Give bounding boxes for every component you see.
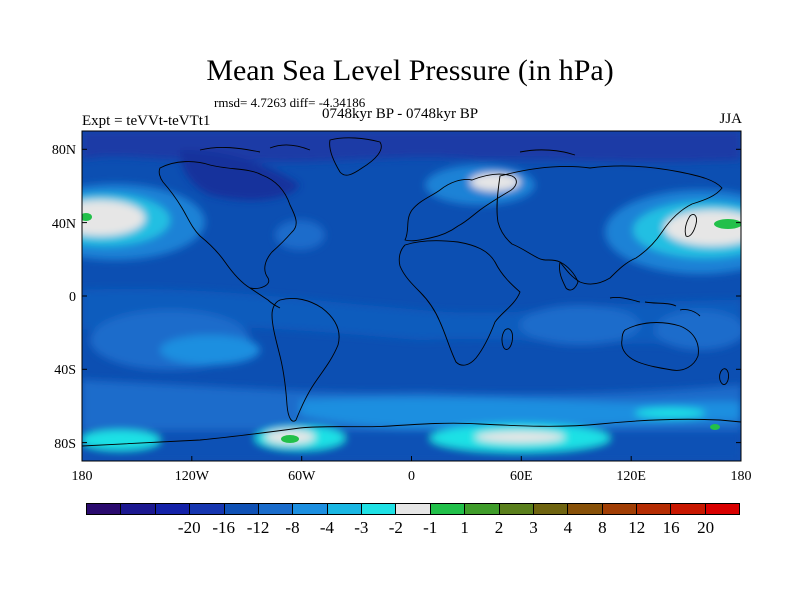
stats-text: rmsd= 4.7263 diff= -4.34186 [214, 95, 366, 110]
lon-label: 60E [510, 469, 533, 484]
colorbar-label: 12 [628, 518, 646, 537]
lat-label: 0 [69, 290, 76, 305]
ice-edge-patch [635, 408, 705, 418]
lon-label: 120E [616, 469, 646, 484]
colorbar-label: -2 [388, 518, 403, 537]
colorbar-swatch [155, 504, 191, 514]
colorbar-swatch [293, 504, 328, 514]
colorbar-label: 20 [697, 518, 715, 537]
npacific-west-core [82, 200, 145, 236]
southern-ocean-inner [300, 397, 741, 429]
lat-tick-marks [82, 148, 741, 444]
plot-title: Mean Sea Level Pressure (in hPa) [206, 54, 614, 87]
lat-label: 80S [54, 437, 76, 452]
colorbar-label: -3 [354, 518, 369, 537]
colorbar-label: -20 [177, 518, 201, 537]
south-america-coast [271, 297, 340, 422]
colorbar-swatch [121, 504, 156, 514]
antarctica-coast [82, 418, 741, 447]
new-zealand-coast [719, 368, 729, 385]
indian-ocean-patch [520, 305, 640, 345]
europe-coast [404, 173, 517, 242]
japan-coast [684, 213, 697, 237]
antarctic-west-patch [82, 430, 160, 450]
max-cell-ross [281, 435, 299, 443]
west-pacific-patch [655, 310, 741, 350]
canada-dark-region [180, 150, 300, 201]
arctic-islands-coast [199, 144, 576, 156]
colorbar-swatch [327, 504, 362, 514]
central-america-coast [249, 287, 281, 309]
lon-label: 0 [408, 469, 415, 484]
lon-label: 180 [72, 469, 93, 484]
experiment-label: Expt = teVVt-teVTt1 [82, 113, 211, 129]
colorbar-label: -1 [423, 518, 438, 537]
greenland-coast [329, 137, 382, 176]
colorbar-swatch [87, 504, 122, 514]
north-america-coast [158, 161, 297, 289]
colorbar-swatch [533, 504, 569, 514]
europe-patch-core [470, 173, 520, 191]
lon-tick-labels: 180 120W 60W 0 60E 120E 180 [72, 469, 752, 484]
colorbar-swatch [258, 504, 294, 514]
colorbar [86, 503, 740, 515]
colorbar-swatch [396, 504, 431, 514]
colorbar-swatch [671, 504, 706, 514]
lon-tick-marks [81, 456, 742, 461]
australia-coast [621, 322, 699, 371]
lat-tick-labels: 80N 40N 0 40S 80S [52, 143, 76, 452]
colorbar-swatch [568, 504, 603, 514]
lon-label: 60W [288, 469, 316, 484]
india-coast [559, 261, 579, 291]
npacific-east-core [664, 210, 741, 246]
period-text: 0748kyr BP - 0748kyr BP [322, 106, 479, 122]
colorbar-label: 8 [598, 518, 607, 537]
max-cell-antarctic [710, 424, 720, 430]
lat-label: 40S [54, 363, 76, 378]
colorbar-swatch [224, 504, 259, 514]
lat-label: 80N [52, 143, 76, 158]
indonesia-coast [609, 297, 701, 317]
colorbar-label: 16 [662, 518, 680, 537]
colorbar-swatch [190, 504, 225, 514]
pressure-field [82, 131, 741, 461]
max-cell-npacific-east [714, 219, 741, 229]
colorbar-label: -8 [285, 518, 300, 537]
max-cell-npacific-west [82, 213, 92, 221]
colorbar-swatch [465, 504, 500, 514]
colorbar-label: -16 [212, 518, 236, 537]
africa-coast [398, 240, 521, 366]
colorbar-label: 1 [460, 518, 469, 537]
natlantic-patch [275, 220, 325, 250]
madagascar-coast [501, 328, 513, 350]
coastlines [82, 137, 741, 447]
colorbar-swatch [637, 504, 672, 514]
colorbar-swatch [499, 504, 534, 514]
east-antarctica-core [475, 431, 565, 443]
season-label: JJA [719, 111, 742, 127]
colorbar-label: -12 [246, 518, 270, 537]
arctic-dark-band [82, 131, 741, 162]
colorbar-swatch [705, 504, 740, 514]
colorbar-label: 2 [494, 518, 504, 537]
colorbar-label: -4 [319, 518, 335, 537]
spacific-patch-inner [160, 335, 260, 365]
colorbar-swatch [602, 504, 637, 514]
colorbar-label: 3 [529, 518, 538, 537]
colorbar-swatch [362, 504, 397, 514]
lon-label: 180 [731, 469, 752, 484]
lon-label: 120W [175, 469, 210, 484]
asia-coast [496, 165, 723, 285]
lat-label: 40N [52, 217, 76, 232]
colorbar-swatch [430, 504, 466, 514]
colorbar-label: 4 [563, 518, 573, 537]
